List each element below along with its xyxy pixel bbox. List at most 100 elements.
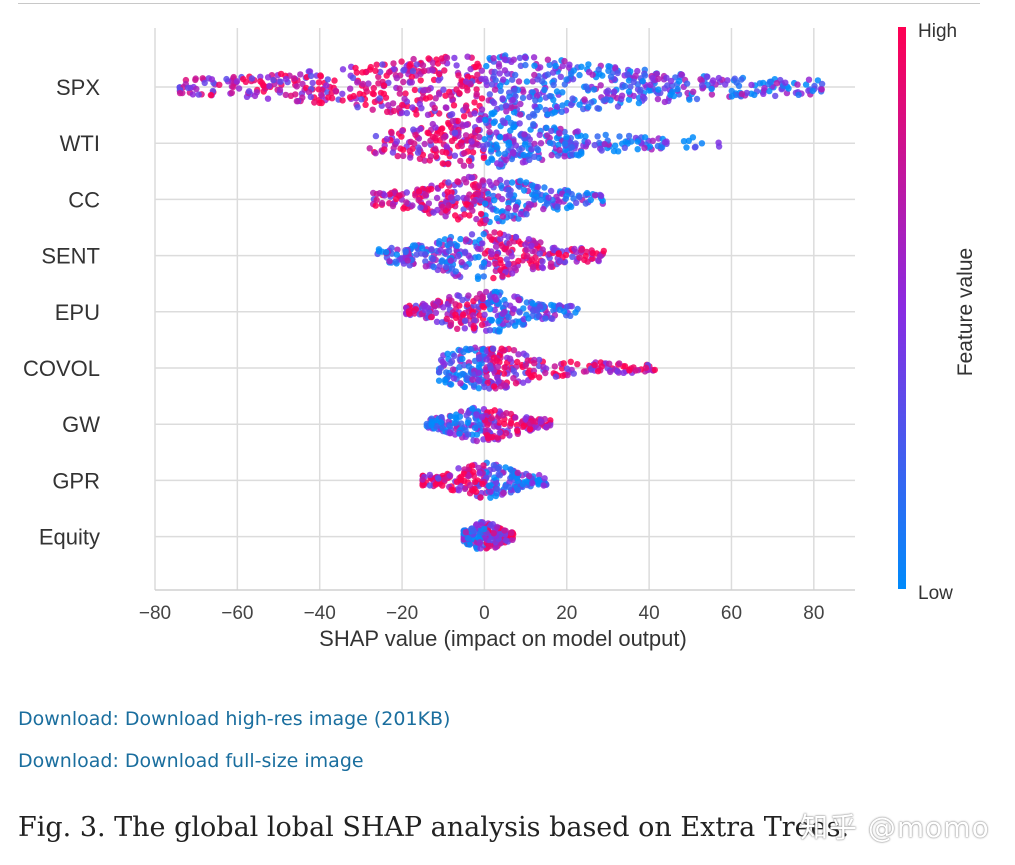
shap-point xyxy=(591,192,599,199)
shap-point xyxy=(544,71,552,78)
shap-point xyxy=(481,534,488,542)
shap-point xyxy=(500,347,507,354)
colorbar-low-label: Low xyxy=(918,583,953,604)
shap-point xyxy=(476,377,483,384)
shap-point xyxy=(527,201,534,208)
shap-point xyxy=(483,356,490,363)
shap-point xyxy=(485,300,492,308)
shap-point xyxy=(626,367,633,374)
shap-point xyxy=(573,151,580,158)
shap-point xyxy=(496,134,504,141)
shap-point xyxy=(425,86,432,94)
download-full-size-link[interactable]: Download: Download full-size image xyxy=(18,750,364,772)
shap-point xyxy=(523,246,530,253)
shap-point xyxy=(446,423,454,430)
shap-point xyxy=(480,154,488,162)
x-tick-label: −40 xyxy=(304,603,336,624)
shap-point xyxy=(535,476,543,484)
colorbar xyxy=(898,27,906,589)
shap-point xyxy=(507,191,514,198)
shap-point xyxy=(462,529,469,536)
shap-point xyxy=(526,151,533,159)
shap-point xyxy=(632,367,639,374)
shap-point xyxy=(507,420,515,427)
shap-point xyxy=(460,162,468,169)
shap-point xyxy=(207,91,215,99)
shap-point xyxy=(578,63,585,70)
shap-point xyxy=(372,202,379,209)
shap-point xyxy=(352,64,359,72)
shap-point xyxy=(805,76,813,83)
shap-point xyxy=(416,100,423,108)
shap-point xyxy=(501,67,509,74)
shap-point xyxy=(782,79,789,86)
shap-point xyxy=(634,146,641,153)
shap-point xyxy=(282,91,289,99)
shap-point xyxy=(733,79,740,86)
shap-point xyxy=(641,95,648,102)
shap-point xyxy=(559,102,566,109)
shap-point xyxy=(447,381,455,388)
shap-point xyxy=(463,121,470,128)
shap-point xyxy=(502,102,510,109)
shap-point xyxy=(525,369,532,376)
shap-point xyxy=(511,264,518,272)
shap-point xyxy=(536,131,543,139)
shap-point xyxy=(417,125,424,133)
shap-point xyxy=(476,133,483,141)
shap-point xyxy=(319,86,326,94)
shap-point xyxy=(383,135,390,143)
shap-point xyxy=(419,245,426,252)
shap-point xyxy=(470,312,477,319)
shap-point xyxy=(616,133,623,140)
shap-point xyxy=(448,297,455,304)
shap-point xyxy=(454,117,461,125)
shap-point xyxy=(473,437,480,445)
shap-point xyxy=(349,74,357,82)
shap-point xyxy=(525,113,533,121)
shap-point xyxy=(445,247,453,255)
shap-point xyxy=(497,256,504,264)
shap-point xyxy=(760,90,767,98)
shap-point xyxy=(446,472,454,479)
shap-point xyxy=(346,94,354,101)
download-high-res-link[interactable]: Download: Download high-res image (201KB… xyxy=(18,708,451,730)
shap-point xyxy=(748,81,755,89)
shap-point xyxy=(400,205,407,212)
shap-point xyxy=(474,71,481,79)
shap-point xyxy=(358,96,365,103)
shap-point xyxy=(490,119,497,127)
shap-point xyxy=(441,376,449,384)
shap-point xyxy=(438,319,446,326)
shap-point xyxy=(466,212,473,219)
shap-point xyxy=(676,78,683,85)
shap-point xyxy=(491,407,498,414)
shap-point xyxy=(708,91,716,98)
shap-point xyxy=(421,302,428,309)
shap-point xyxy=(488,250,495,258)
shap-point xyxy=(424,111,432,119)
shap-point xyxy=(449,366,457,373)
shap-point xyxy=(654,95,662,103)
shap-point xyxy=(581,96,588,103)
shap-point xyxy=(653,70,660,78)
shap-point xyxy=(501,56,508,63)
shap-point xyxy=(649,74,656,82)
shap-point xyxy=(517,210,524,218)
shap-point xyxy=(406,147,413,155)
shap-point xyxy=(461,211,468,218)
shap-point xyxy=(528,256,535,263)
feature-label: COVOL xyxy=(23,356,100,381)
shap-point xyxy=(818,86,825,93)
shap-point xyxy=(704,73,711,81)
shap-point xyxy=(223,75,230,83)
shap-point xyxy=(471,478,479,485)
shap-point xyxy=(389,100,397,107)
shap-point xyxy=(495,377,502,385)
feature-label: WTI xyxy=(60,131,100,156)
shap-point xyxy=(529,480,536,487)
shap-point xyxy=(523,78,531,85)
shap-point xyxy=(498,195,506,203)
shap-point xyxy=(438,419,445,426)
shap-point xyxy=(531,153,538,160)
